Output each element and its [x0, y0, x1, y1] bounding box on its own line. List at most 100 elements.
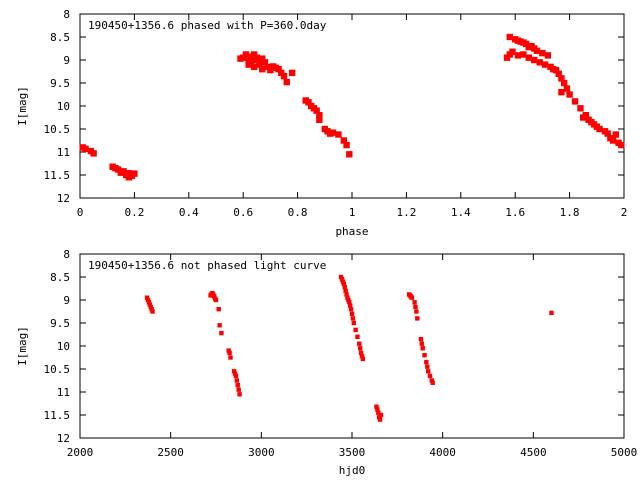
unphased-data-point [146, 300, 152, 305]
phased-x-axis-label: phase [335, 225, 368, 238]
phased-data-point [340, 137, 348, 144]
phased-data-point [259, 55, 266, 62]
phased-data-point [267, 66, 274, 74]
unphased-data-point [418, 336, 424, 342]
phased-data-point [571, 98, 579, 105]
unphased-data-point [425, 364, 430, 369]
unphased-data-point [414, 309, 419, 314]
phased-data-point [261, 59, 269, 66]
unphased-data-point [231, 369, 237, 374]
phased-data-point [533, 47, 541, 54]
phased-y-tick-label: 8 [63, 8, 70, 21]
unphased-y-ticks: 8 8.5 9 9.5 10 10.5 11 11.5 12 [44, 248, 624, 445]
unphased-x-tick-label: 3000 [248, 446, 275, 459]
phased-x-tick-label: 1.6 [505, 206, 525, 219]
phased-data-point [560, 79, 568, 87]
phased-y-tick-label: 11.5 [44, 169, 71, 182]
unphased-y-axis-label: I[mag] [16, 326, 29, 366]
unphased-data-point [347, 303, 353, 308]
phased-x-tick-label: 0 [77, 206, 84, 219]
phased-data-point [82, 145, 89, 152]
phased-data-point [275, 66, 282, 73]
phased-data-point [604, 130, 611, 137]
phased-data-point [520, 51, 527, 58]
unphased-data-point [357, 341, 362, 346]
phased-data-point [131, 170, 138, 177]
unphased-data-point [346, 297, 351, 303]
phased-data-point [577, 105, 584, 112]
unphased-panel: 190450+1356.6 not phased light curve hjd… [16, 248, 637, 477]
unphased-x-tick-label: 4000 [429, 446, 456, 459]
unphased-x-ticks: 2000 2500 3000 3500 4000 4500 5000 [67, 254, 637, 459]
unphased-data-point [375, 407, 380, 412]
phased-data-point [536, 59, 543, 66]
phased-x-tick-label: 1.8 [560, 206, 580, 219]
phased-x-tick-label: 1 [349, 206, 356, 219]
phased-y-tick-label: 12 [57, 192, 70, 205]
unphased-data-point [419, 341, 425, 346]
unphased-data-point [409, 295, 415, 300]
unphased-data-point [234, 378, 240, 383]
unphased-y-tick-label: 10 [57, 340, 70, 353]
phased-data-point [346, 151, 353, 158]
unphased-data-point [345, 295, 350, 300]
unphased-x-tick-label: 2500 [157, 446, 184, 459]
unphased-data-point [148, 304, 153, 310]
unphased-data-point [374, 404, 379, 409]
phased-data-point [313, 107, 320, 114]
unphased-data-point [211, 294, 217, 299]
phased-data-point [114, 166, 122, 173]
unphased-y-tick-label: 12 [57, 432, 70, 445]
phased-data-point [612, 131, 620, 138]
phased-y-tick-label: 9.5 [50, 77, 70, 90]
unphased-data-point [150, 309, 155, 314]
phased-data-point [582, 112, 590, 119]
phased-data-point [329, 129, 337, 136]
phased-data-point [250, 51, 258, 58]
unphased-data-point [360, 356, 366, 362]
phased-panel: 190450+1356.6 phased with P=360.0day pha… [16, 8, 627, 238]
unphased-data-point [149, 307, 154, 312]
unphased-data-point [237, 392, 242, 397]
phased-data-point [552, 66, 560, 74]
phased-y-ticks: 8 8.5 9 9.5 10 10.5 11 11.5 12 [44, 8, 624, 205]
phased-data-point [253, 54, 260, 61]
unphased-data-point [422, 353, 427, 358]
unphased-data-point [350, 316, 356, 321]
unphased-data-point [427, 373, 433, 379]
unphased-data-point [420, 346, 425, 351]
phased-data-point [280, 72, 288, 80]
phased-data-point [558, 75, 565, 82]
phased-data-point [558, 89, 565, 96]
phased-data-point [120, 168, 127, 175]
phased-data-point [506, 33, 513, 41]
phased-data-point [563, 85, 571, 92]
unphased-data-point [429, 378, 434, 383]
phased-data-point [539, 49, 546, 57]
phased-data-point [278, 69, 285, 77]
unphased-data-point [233, 373, 239, 379]
unphased-data-point [235, 382, 240, 388]
unphased-x-tick-label: 3500 [339, 446, 366, 459]
unphased-data-point [377, 417, 383, 422]
unphased-chart-title: 190450+1356.6 not phased light curve [88, 259, 326, 272]
unphased-y-tick-label: 9.5 [50, 317, 70, 330]
unphased-data-point [340, 279, 346, 284]
phased-chart-title: 190450+1356.6 phased with P=360.0day [88, 19, 327, 32]
unphased-data-point [227, 350, 232, 356]
phased-data-point [316, 116, 323, 123]
phased-x-tick-label: 1.4 [451, 206, 471, 219]
unphased-data-point [425, 369, 431, 374]
unphased-data-point [342, 284, 347, 290]
phased-x-tick-label: 0.6 [233, 206, 253, 219]
unphased-data-point [228, 355, 233, 360]
unphased-data-point [378, 412, 384, 418]
phased-data-point [509, 48, 516, 55]
unphased-y-tick-label: 10.5 [44, 363, 71, 376]
phased-x-ticks: 0 0.2 0.4 0.6 0.8 1 1.2 1.4 1.6 1.8 2 [77, 14, 627, 219]
unphased-data-point [430, 380, 435, 385]
phased-data-point [514, 52, 522, 59]
unphased-data-point [549, 310, 554, 316]
